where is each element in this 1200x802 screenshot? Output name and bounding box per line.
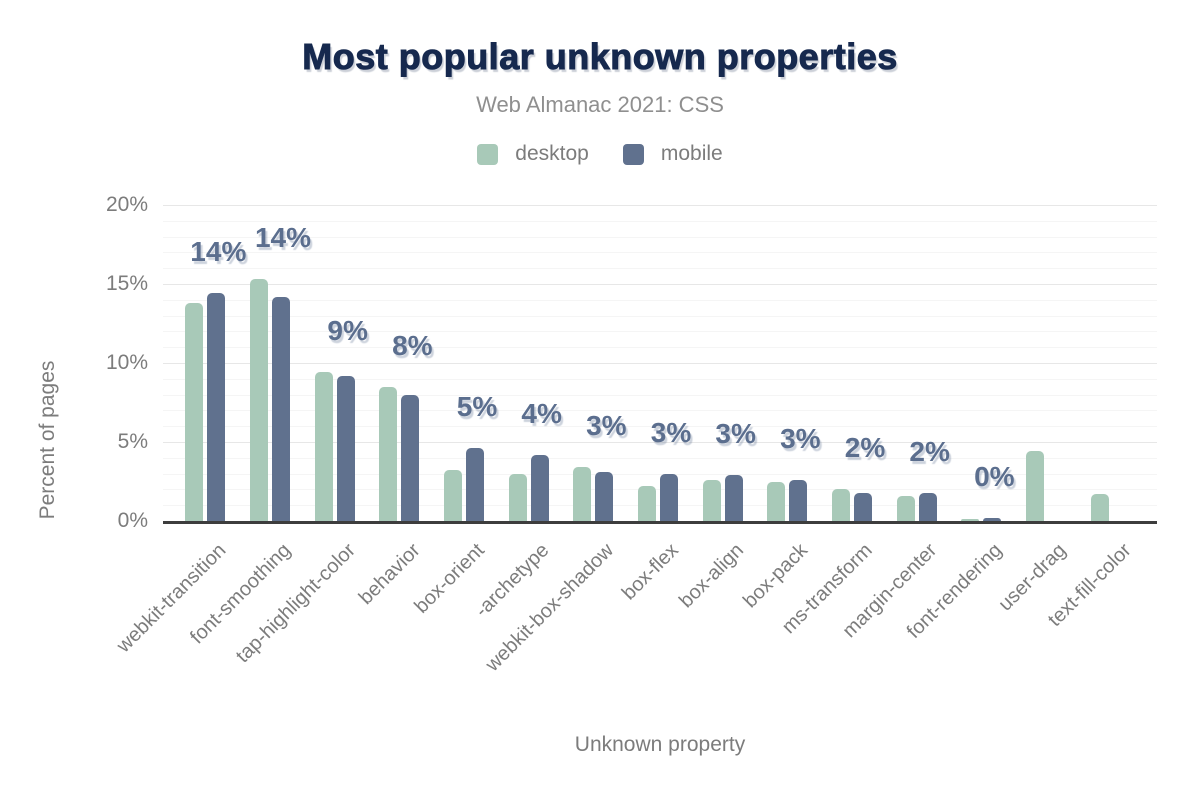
bar-mobile-font-rendering[interactable] (983, 517, 1002, 521)
bar-group-box-flex (626, 205, 691, 521)
desktop-series-swatch (477, 143, 499, 165)
x-axis-title: Unknown property (574, 733, 746, 756)
bar-desktop-box-pack[interactable] (767, 481, 786, 521)
bar-mobile-margin-center[interactable] (918, 492, 937, 521)
bar-value-label-webkit-transition: 14% (190, 236, 247, 268)
bar-group--archetype (496, 205, 561, 521)
bar-desktop-ms-transform[interactable] (831, 489, 850, 521)
bar-desktop-box-flex[interactable] (637, 486, 656, 521)
y-tick-5%: 5% (117, 430, 148, 453)
bar-value-label-box-flex: 3% (650, 416, 692, 448)
legend-item-desktop: desktop (477, 142, 589, 166)
minor-gridline-19pct (163, 220, 1157, 222)
chart-title: Most popular unknown properties (302, 36, 898, 78)
bar-group-tap-highlight-color (302, 205, 367, 521)
legend-label-mobile: mobile (660, 142, 723, 165)
bar-desktop-margin-center[interactable] (896, 495, 915, 521)
bar-value-label-font-rendering: 0% (974, 460, 1015, 492)
minor-gridline-12pct (163, 331, 1157, 333)
plot-area: 14% 14% 9% 8% 5% 4% 3% 3% 3% 3% 2% 2% 0% (163, 205, 1157, 524)
major-gridline-5pct (163, 442, 1157, 443)
bar-mobile-webkit-transition[interactable] (207, 293, 226, 521)
bar-group-webkit-transition (173, 205, 238, 521)
x-axis-label-box-align: box-align (674, 539, 748, 613)
x-axis-labels: webkit-transition font-smoothing tap-highl… (112, 521, 1157, 696)
bar-group-box-orient (432, 205, 497, 521)
bar-mobile-box-flex[interactable] (659, 473, 678, 521)
bar-mobile-behavior[interactable] (401, 394, 420, 521)
bar-mobile--archetype[interactable] (530, 454, 549, 521)
y-tick-20%: 20% (105, 193, 148, 216)
minor-gridline-9pct (163, 378, 1157, 380)
bar-group-webkit-box-shadow (561, 205, 626, 521)
bar-group-box-align (690, 205, 755, 521)
x-axis-label-box-flex: box-flex (617, 539, 683, 605)
legend: desktop mobile (0, 142, 1200, 166)
bar-mobile-box-align[interactable] (724, 475, 743, 521)
y-tick-0%: 0% (117, 509, 148, 532)
bar-value-label-tap-highlight-color: 9% (327, 315, 368, 347)
minor-gridline-17pct (163, 252, 1157, 254)
chart-subtitle: Web Almanac 2021: CSS (476, 92, 724, 117)
bar-value-label-webkit-box-shadow: 3% (586, 410, 627, 442)
mobile-series-swatch (622, 143, 644, 165)
legend-label-desktop: desktop (515, 142, 589, 165)
minor-gridline-11pct (163, 347, 1157, 349)
bar-value-label-box-orient: 5% (456, 391, 498, 423)
x-axis-label-webkit-transition: webkit-transition (112, 539, 231, 658)
bar-value-label-box-pack: 3% (780, 422, 821, 454)
bar-group-box-pack (755, 205, 820, 521)
y-tick-10%: 10% (105, 351, 148, 374)
minor-gridline-18pct (163, 236, 1157, 238)
y-tick-15%: 15% (105, 272, 148, 295)
bar-desktop-text-fill-color[interactable] (1090, 494, 1109, 521)
minor-gridline-8pct (163, 394, 1157, 396)
bars-band (173, 205, 1143, 521)
bar-desktop--archetype[interactable] (508, 473, 527, 521)
minor-gridline-14pct (163, 299, 1157, 301)
major-gridline-10pct (163, 363, 1157, 364)
minor-gridline-4pct (163, 457, 1157, 459)
minor-gridline-13pct (163, 315, 1157, 317)
bar-desktop-box-orient[interactable] (443, 470, 462, 521)
minor-gridline-7pct (163, 410, 1157, 412)
bar-value-label-ms-transform: 2% (844, 432, 886, 464)
bar-value-label-font-smoothing: 14% (254, 222, 312, 254)
bar-value-label-margin-center: 2% (909, 435, 950, 467)
bar-mobile-box-orient[interactable] (465, 448, 484, 521)
bar-desktop-webkit-transition[interactable] (185, 302, 204, 521)
bar-mobile-tap-highlight-color[interactable] (336, 375, 355, 521)
minor-gridline-3pct (163, 473, 1157, 475)
bar-desktop-user-drag[interactable] (1025, 451, 1044, 521)
minor-gridline-16pct (163, 268, 1157, 270)
bar-desktop-webkit-box-shadow[interactable] (573, 467, 592, 521)
bar-desktop-tap-highlight-color[interactable] (314, 372, 333, 521)
bar-mobile-box-pack[interactable] (789, 479, 808, 521)
bar-group-user-drag (1014, 205, 1079, 521)
major-gridline-15pct (163, 284, 1157, 285)
bar-desktop-box-align[interactable] (702, 479, 721, 521)
minor-gridline-6pct (163, 426, 1157, 428)
bar-desktop-behavior[interactable] (379, 386, 398, 521)
bar-group-font-rendering (949, 205, 1014, 521)
bar-mobile-font-smoothing[interactable] (271, 296, 290, 521)
bar-group-margin-center (884, 205, 949, 521)
bar-value-label-box-align: 3% (715, 418, 756, 450)
x-axis-label-tap-highlight-color: tap-highlight-color (231, 539, 360, 668)
bar-group-text-fill-color (1078, 205, 1143, 521)
bar-group-font-smoothing (238, 205, 303, 521)
major-gridline-20pct (163, 205, 1157, 206)
bar-value-label--archetype: 4% (521, 397, 562, 429)
bar-value-label-behavior: 8% (392, 329, 433, 361)
bar-desktop-font-smoothing[interactable] (249, 279, 268, 521)
legend-item-mobile: mobile (622, 142, 723, 166)
x-axis-label-webkit-box-shadow: webkit-box-shadow (481, 539, 619, 676)
bar-group-ms-transform (820, 205, 885, 521)
bar-mobile-webkit-box-shadow[interactable] (595, 472, 614, 521)
bar-group-behavior (367, 205, 432, 521)
bar-mobile-ms-transform[interactable] (853, 492, 872, 521)
y-axis-ticks: 0% 5% 10% 15% 20% (0, 193, 148, 532)
bar-desktop-font-rendering[interactable] (961, 519, 980, 521)
